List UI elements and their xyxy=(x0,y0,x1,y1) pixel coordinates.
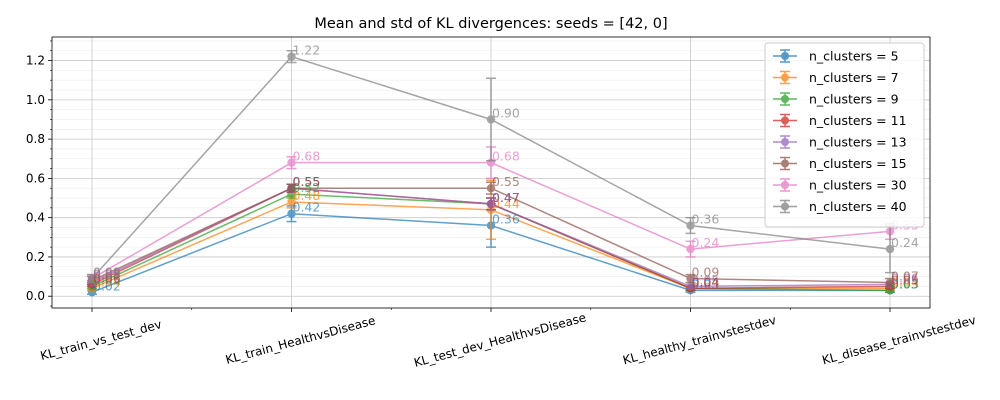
data-label: 0.24 xyxy=(692,235,720,250)
data-label: 1.22 xyxy=(293,43,321,58)
legend-label: n_clusters = 13 xyxy=(809,135,907,150)
data-label: 0.06 xyxy=(93,270,121,285)
legend-label: n_clusters = 11 xyxy=(809,113,907,128)
data-label: 0.55 xyxy=(492,174,520,189)
legend-label: n_clusters = 9 xyxy=(809,92,899,107)
data-label: 0.07 xyxy=(93,268,121,283)
legend-label: n_clusters = 7 xyxy=(809,70,899,85)
chart-title: Mean and std of KL divergences: seeds = … xyxy=(314,16,667,32)
y-tick-label: 0.6 xyxy=(26,171,45,185)
y-tick-label: 1.0 xyxy=(26,93,45,107)
data-label: 0.06 xyxy=(891,270,919,285)
legend-marker xyxy=(781,52,789,60)
data-point xyxy=(287,197,296,207)
data-point xyxy=(686,221,695,230)
data-label: 0.24 xyxy=(891,235,919,250)
legend-item xyxy=(773,92,797,106)
series-layer xyxy=(87,49,895,297)
legend-box xyxy=(764,42,925,228)
legend-marker xyxy=(781,73,789,82)
legend-item xyxy=(773,70,797,85)
y-tick-label: 0.2 xyxy=(26,250,45,264)
data-label: 0.42 xyxy=(293,200,321,215)
legend-marker xyxy=(781,159,789,168)
data-point xyxy=(686,282,695,291)
data-label: 0.05 xyxy=(891,272,919,287)
data-label: 0.05 xyxy=(93,272,121,287)
data-label: 0.55 xyxy=(293,174,321,189)
y-tick-label: 0.0 xyxy=(26,289,45,303)
legend-marker xyxy=(781,116,789,125)
x-tick-label: KL_disease_trainvstestdev xyxy=(821,313,978,368)
data-label: 0.47 xyxy=(492,190,520,205)
x-tick-label: KL_test_dev_HealthvsDisease xyxy=(412,310,587,370)
legend-marker xyxy=(781,138,789,146)
data-point xyxy=(287,184,296,193)
legend-item xyxy=(773,199,797,214)
data-point xyxy=(885,244,895,254)
legend-item xyxy=(773,135,797,149)
data-point xyxy=(287,158,296,167)
data-label: 0.04 xyxy=(692,274,720,289)
data-label: 0.04 xyxy=(891,274,919,289)
legend-item xyxy=(773,156,797,171)
y-tick-label: 0.8 xyxy=(26,132,45,146)
series-n-clusters-40 xyxy=(87,49,895,284)
data-point xyxy=(287,209,296,218)
data-point xyxy=(486,199,496,209)
data-label: 0.03 xyxy=(891,276,919,291)
data-label: 0.68 xyxy=(293,149,321,164)
data-labels: 0.020.420.360.03 0.030.040.480.440.04 0.04… xyxy=(93,43,919,294)
legend-label: n_clusters = 15 xyxy=(809,156,907,171)
data-label: 0.47 xyxy=(492,190,520,205)
data-label: 0.55 xyxy=(293,174,321,189)
data-label: 0.03 xyxy=(692,276,720,291)
x-tick-label: KL_healthy_trainvstestdev xyxy=(621,313,777,367)
y-tick-label: 0.4 xyxy=(26,211,45,225)
data-label: 0.09 xyxy=(692,265,720,280)
data-label: 0.47 xyxy=(492,190,520,205)
legend-label: n_clusters = 30 xyxy=(809,178,907,193)
data-label: 0.09 xyxy=(93,265,121,280)
series-n-clusters-15 xyxy=(87,181,895,288)
data-label: 0.68 xyxy=(492,149,520,164)
data-point xyxy=(686,274,695,283)
data-point xyxy=(486,184,496,193)
data-label: 0.03 xyxy=(891,276,919,291)
legend-marker xyxy=(781,95,789,103)
data-label: 0.04 xyxy=(692,274,720,289)
legend-label: n_clusters = 5 xyxy=(809,49,899,64)
data-label: 0.04 xyxy=(93,274,121,289)
data-label: 0.05 xyxy=(692,272,720,287)
data-label: 0.08 xyxy=(93,267,121,282)
data-label: 0.02 xyxy=(93,278,121,293)
data-label: 0.36 xyxy=(492,212,520,227)
data-point xyxy=(87,274,97,283)
legend-item xyxy=(773,113,797,128)
legend-item xyxy=(773,49,797,63)
data-label: 0.07 xyxy=(891,268,919,283)
data-label: 0.09 xyxy=(93,265,121,280)
y-tick-label: 1.2 xyxy=(26,54,45,68)
data-label: 0.55 xyxy=(293,174,321,189)
data-label: 0.48 xyxy=(293,188,321,203)
data-label: 0.90 xyxy=(492,105,520,120)
x-tick-label: KL_train_HealthvsDisease xyxy=(224,313,377,366)
legend-marker xyxy=(781,181,789,189)
data-label: 0.44 xyxy=(492,196,520,211)
legend-label: n_clusters = 40 xyxy=(809,199,907,214)
data-label: 0.36 xyxy=(692,212,720,227)
legend: n_clusters = 5 n_clusters = 7 n_clusters =… xyxy=(764,42,925,228)
data-point xyxy=(486,115,496,124)
legend-item xyxy=(773,178,797,192)
data-point xyxy=(287,52,296,61)
data-label: 0.04 xyxy=(692,274,720,289)
data-point xyxy=(686,244,695,254)
data-point xyxy=(885,278,895,287)
data-label: 0.52 xyxy=(293,180,321,195)
x-tick-label: KL_train_vs_test_dev xyxy=(39,317,163,363)
legend-marker xyxy=(781,202,789,211)
